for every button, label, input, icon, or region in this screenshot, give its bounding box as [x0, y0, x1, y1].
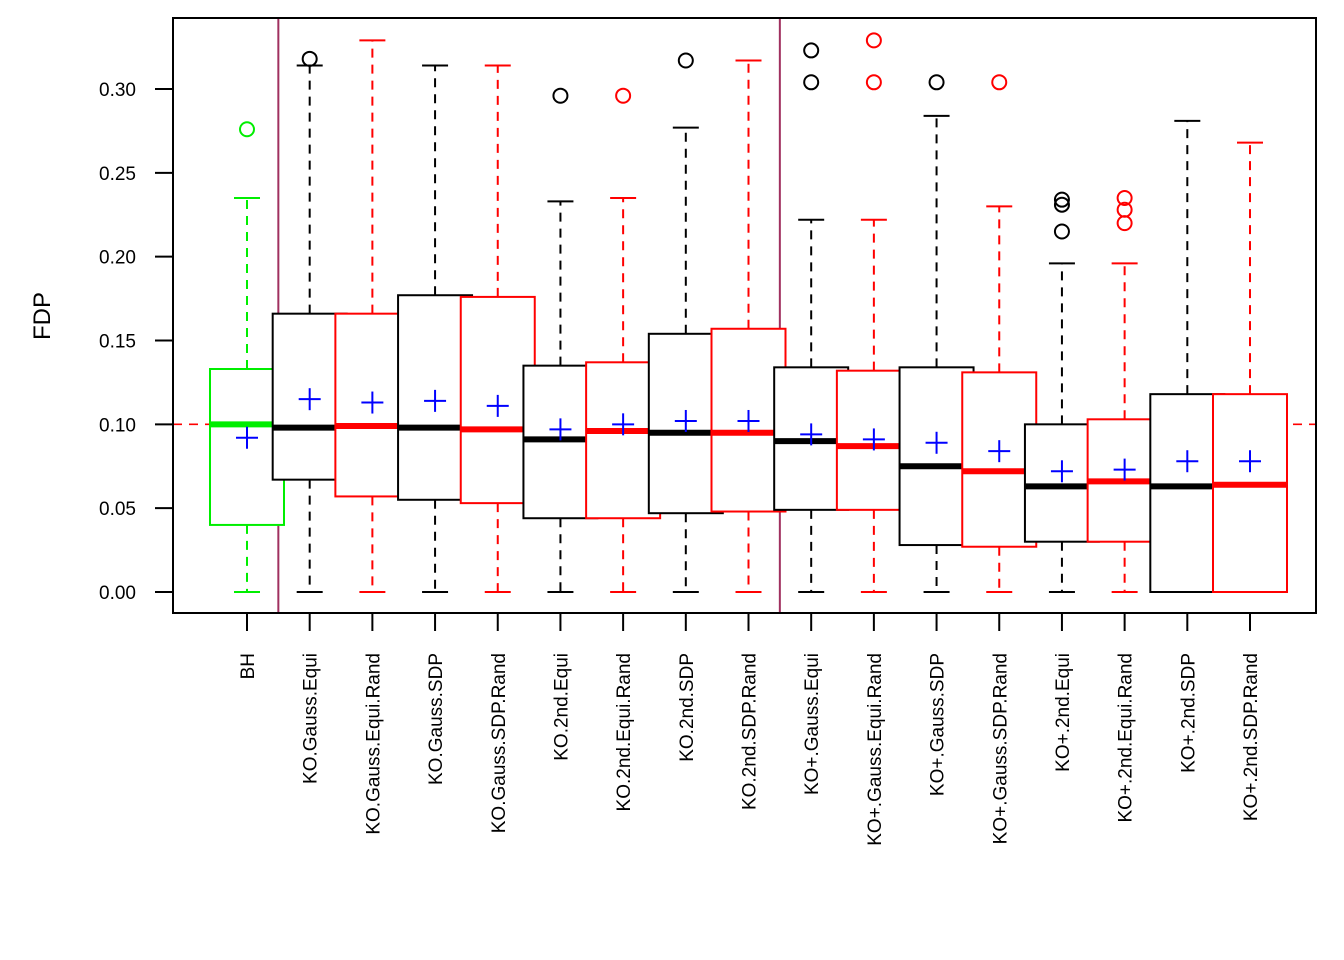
- outlier-point: [803, 74, 820, 91]
- box-bh: [209, 121, 285, 593]
- mean-marker: [549, 418, 572, 441]
- y-tick-label: 0.25: [99, 164, 136, 185]
- outlier-point: [1116, 189, 1133, 206]
- x-tick-label: KO+.2nd.Equi: [1053, 653, 1074, 772]
- x-tick-label: KO.2nd.SDP.Rand: [740, 653, 761, 810]
- x-tick-label: KO.2nd.Equi.Rand: [614, 653, 635, 811]
- x-tick-label: KO.2nd.SDP: [677, 653, 698, 762]
- x-tick-label: KO.Gauss.SDP.Rand: [489, 653, 510, 833]
- mean-marker: [862, 428, 885, 451]
- outlier-point: [928, 74, 945, 91]
- box-ko-gauss-equi: [773, 42, 850, 593]
- x-axis: BH KO.Gauss.Equi KO.Gauss.Equi.Rand KO.Gaus…: [238, 613, 1262, 846]
- mean-marker: [236, 426, 258, 449]
- outlier-point: [991, 74, 1008, 91]
- mean-marker: [612, 413, 635, 436]
- y-tick-label: 0.15: [99, 332, 136, 353]
- x-tick-label: KO+.2nd.SDP: [1178, 653, 1199, 773]
- mean-marker: [1113, 458, 1136, 481]
- outlier-point: [615, 87, 632, 104]
- box-ko-2nd-equi-rand: [585, 87, 662, 593]
- y-tick-label: 0.30: [99, 80, 136, 101]
- box-ko-gauss-equi: [271, 50, 348, 593]
- mean-marker: [361, 391, 384, 414]
- box-ko-2nd-sdp-rand: [710, 59, 787, 593]
- outlier-point: [865, 32, 882, 49]
- mean-marker: [674, 409, 697, 432]
- box-ko-gauss-sdp-rand: [961, 74, 1038, 593]
- x-tick-label: BH: [238, 653, 259, 679]
- x-tick-label: KO+.Gauss.Equi.Rand: [865, 653, 886, 846]
- mean-marker: [925, 431, 948, 454]
- outlier-point: [1053, 196, 1070, 213]
- mean-marker: [486, 394, 509, 417]
- iqr-box: [835, 369, 912, 511]
- x-tick-label: KO+.2nd.SDP.Rand: [1241, 653, 1262, 821]
- box-ko-gauss-equi-rand: [334, 39, 411, 593]
- plot-frame: [172, 17, 1317, 614]
- x-tick-label: KO+.Gauss.SDP: [928, 653, 949, 796]
- box-ko-2nd-sdp-rand: [1212, 141, 1288, 593]
- y-tick-label: 0.20: [99, 248, 136, 269]
- mean-marker: [1239, 450, 1261, 473]
- mean-marker: [1176, 450, 1199, 473]
- outlier-point: [677, 52, 694, 69]
- mean-marker: [424, 389, 447, 412]
- box-ko-gauss-sdp: [397, 64, 474, 593]
- mean-marker: [298, 388, 321, 411]
- x-tick-label: KO+.2nd.Equi.Rand: [1116, 653, 1137, 823]
- x-tick-label: KO.2nd.Equi: [551, 653, 572, 761]
- x-tick-label: KO.Gauss.Equi: [301, 653, 322, 784]
- box-ko-2nd-sdp: [1149, 119, 1226, 593]
- outlier-point: [1116, 201, 1133, 218]
- outlier-point: [865, 74, 882, 91]
- iqr-box: [1212, 393, 1288, 593]
- outlier-point: [301, 50, 318, 67]
- mean-marker: [737, 409, 760, 432]
- plot-area: [173, 18, 1316, 613]
- mean-marker: [988, 440, 1011, 463]
- outlier-point: [552, 87, 569, 104]
- mean-marker: [800, 423, 823, 446]
- outlier-point: [1053, 223, 1070, 240]
- box-ko-2nd-equi: [522, 87, 599, 593]
- x-tick-label: KO.Gauss.Equi.Rand: [363, 653, 384, 835]
- y-tick-label: 0.10: [99, 415, 136, 436]
- box-ko-gauss-sdp: [898, 74, 975, 593]
- iqr-box: [1149, 393, 1226, 593]
- iqr-box: [1023, 423, 1100, 543]
- y-tick-label: 0.00: [99, 583, 136, 604]
- outlier-point: [239, 121, 255, 138]
- y-tick-label: 0.05: [99, 499, 136, 520]
- iqr-box: [585, 361, 662, 520]
- box-ko-gauss-sdp-rand: [459, 64, 536, 593]
- outlier-point: [1116, 215, 1133, 232]
- y-axis-title: FDP: [29, 292, 56, 340]
- outlier-point: [803, 42, 820, 59]
- box-ko-gauss-equi-rand: [835, 32, 912, 593]
- y-axis: 0.00 0.05 0.10 0.15 0.20 0.25 0.30: [99, 80, 173, 604]
- x-tick-label: KO+.Gauss.SDP.Rand: [990, 653, 1011, 844]
- outlier-point: [1053, 191, 1070, 208]
- box-ko-2nd-equi: [1023, 191, 1100, 593]
- box-ko-2nd-sdp: [647, 52, 724, 593]
- iqr-box: [898, 366, 975, 547]
- x-tick-label: KO+.Gauss.Equi: [802, 653, 823, 795]
- mean-marker: [1050, 460, 1073, 483]
- x-tick-label: KO.Gauss.SDP: [426, 653, 447, 785]
